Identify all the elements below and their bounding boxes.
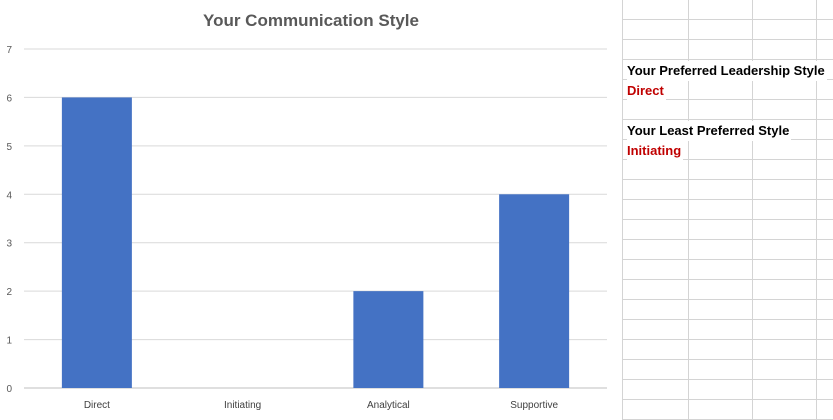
chart-area[interactable]: Your Communication Style 0 1 2 3 4 5 6 7 Direct I… <box>0 0 622 420</box>
bar <box>499 194 570 388</box>
x-tick-label: Analytical <box>367 400 410 411</box>
y-tick-label: 7 <box>6 45 12 56</box>
least-style-value[interactable]: Initiating <box>627 141 684 161</box>
y-tick-label: 0 <box>6 384 12 395</box>
y-tick-label: 4 <box>6 190 12 201</box>
y-tick-label: 2 <box>6 287 12 298</box>
bar-chart: 0 1 2 3 4 5 6 7 Direct Initiating Analytical Suppor… <box>6 45 607 411</box>
x-tick-label: Supportive <box>510 400 558 411</box>
y-tick-label: 5 <box>6 142 12 153</box>
least-style-label[interactable]: Your Least Preferred Style <box>627 121 792 141</box>
spreadsheet-grid[interactable]: Your Preferred Leadership Style Direct Y… <box>622 0 833 420</box>
chart-title: Your Communication Style <box>203 11 419 30</box>
x-tick-label: Initiating <box>224 400 261 411</box>
bar <box>61 97 132 388</box>
y-tick-label: 1 <box>6 336 12 347</box>
y-tick-label: 3 <box>6 239 12 250</box>
preferred-style-label[interactable]: Your Preferred Leadership Style <box>627 61 827 81</box>
preferred-style-value[interactable]: Direct <box>627 81 666 101</box>
y-tick-label: 6 <box>6 93 12 104</box>
bar <box>353 291 424 388</box>
x-tick-label: Direct <box>84 400 110 411</box>
